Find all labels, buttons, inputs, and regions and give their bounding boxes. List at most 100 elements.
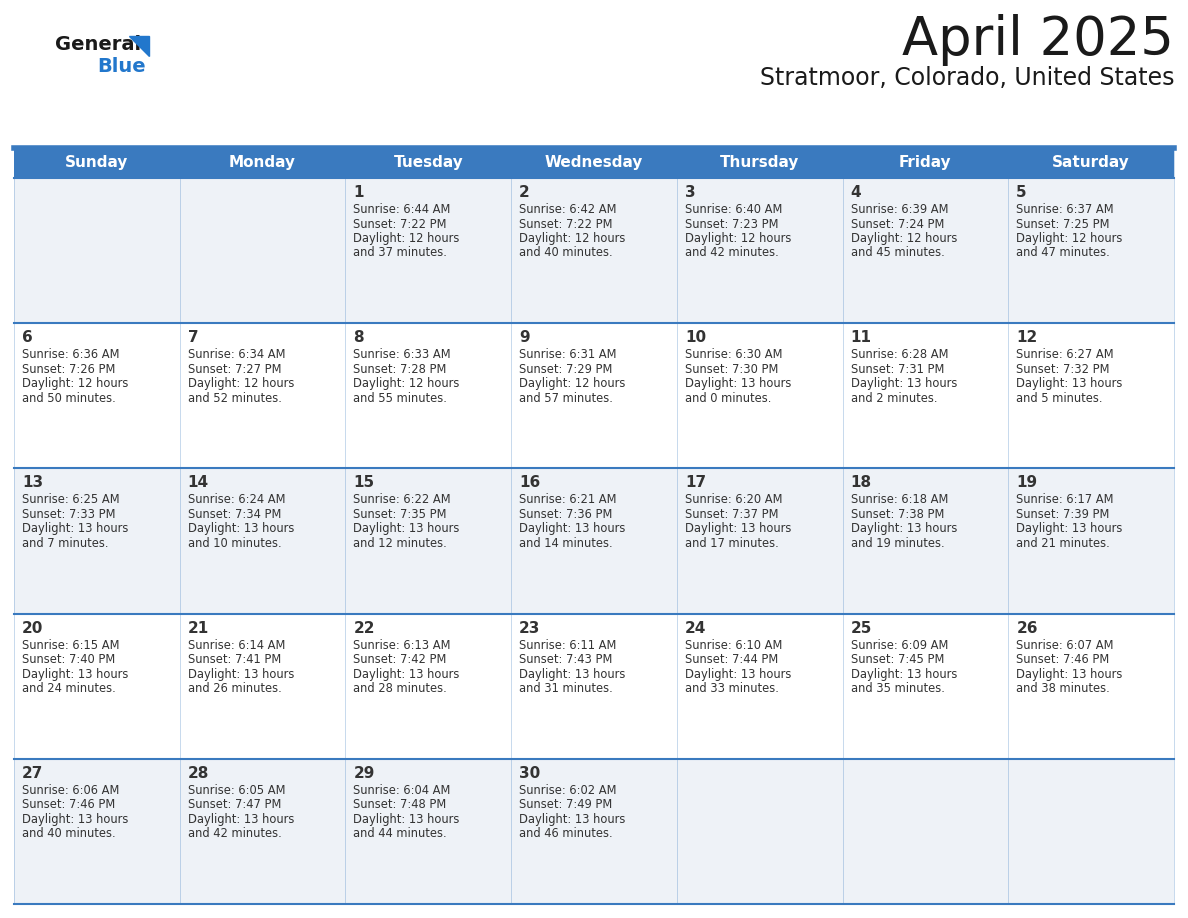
Text: Sunrise: 6:09 AM: Sunrise: 6:09 AM (851, 639, 948, 652)
Text: Sunrise: 6:10 AM: Sunrise: 6:10 AM (684, 639, 782, 652)
Text: 22: 22 (353, 621, 375, 635)
Text: Daylight: 13 hours: Daylight: 13 hours (353, 812, 460, 826)
Text: Sunset: 7:22 PM: Sunset: 7:22 PM (519, 218, 613, 230)
Text: 21: 21 (188, 621, 209, 635)
Text: 2: 2 (519, 185, 530, 200)
Text: and 52 minutes.: and 52 minutes. (188, 392, 282, 405)
Text: and 2 minutes.: and 2 minutes. (851, 392, 937, 405)
Text: Sunset: 7:41 PM: Sunset: 7:41 PM (188, 653, 282, 666)
Text: Sunrise: 6:13 AM: Sunrise: 6:13 AM (353, 639, 451, 652)
Text: and 40 minutes.: and 40 minutes. (519, 247, 613, 260)
Text: Sunrise: 6:28 AM: Sunrise: 6:28 AM (851, 348, 948, 361)
Bar (14, 613, 1174, 759)
Text: Sunset: 7:26 PM: Sunset: 7:26 PM (23, 363, 115, 375)
Text: Daylight: 12 hours: Daylight: 12 hours (851, 232, 958, 245)
Text: 18: 18 (851, 476, 872, 490)
Text: and 12 minutes.: and 12 minutes. (353, 537, 447, 550)
Text: and 21 minutes.: and 21 minutes. (1016, 537, 1110, 550)
Text: Sunset: 7:27 PM: Sunset: 7:27 PM (188, 363, 282, 375)
Text: Sunset: 7:29 PM: Sunset: 7:29 PM (519, 363, 613, 375)
Text: Sunset: 7:47 PM: Sunset: 7:47 PM (188, 799, 282, 812)
Text: and 42 minutes.: and 42 minutes. (684, 247, 778, 260)
Bar (14, 759, 1174, 904)
Text: Daylight: 12 hours: Daylight: 12 hours (1016, 232, 1123, 245)
Text: Daylight: 13 hours: Daylight: 13 hours (1016, 522, 1123, 535)
Text: Sunset: 7:44 PM: Sunset: 7:44 PM (684, 653, 778, 666)
Text: Sunrise: 6:42 AM: Sunrise: 6:42 AM (519, 203, 617, 216)
Text: April 2025: April 2025 (902, 14, 1174, 66)
Text: Sunset: 7:45 PM: Sunset: 7:45 PM (851, 653, 944, 666)
Text: 6: 6 (23, 330, 33, 345)
Text: and 45 minutes.: and 45 minutes. (851, 247, 944, 260)
Text: Sunset: 7:31 PM: Sunset: 7:31 PM (851, 363, 944, 375)
Text: Daylight: 13 hours: Daylight: 13 hours (188, 667, 295, 680)
Text: Thursday: Thursday (720, 155, 800, 171)
Text: Daylight: 13 hours: Daylight: 13 hours (1016, 377, 1123, 390)
Polygon shape (129, 36, 148, 56)
Text: Sunrise: 6:22 AM: Sunrise: 6:22 AM (353, 493, 451, 507)
Text: Sunrise: 6:31 AM: Sunrise: 6:31 AM (519, 348, 617, 361)
Text: and 33 minutes.: and 33 minutes. (684, 682, 778, 695)
Text: Sunday: Sunday (65, 155, 128, 171)
Text: Sunrise: 6:39 AM: Sunrise: 6:39 AM (851, 203, 948, 216)
Bar (14, 468, 1174, 613)
Text: 10: 10 (684, 330, 706, 345)
Text: Daylight: 13 hours: Daylight: 13 hours (188, 812, 295, 826)
Text: and 37 minutes.: and 37 minutes. (353, 247, 448, 260)
Text: Blue: Blue (97, 57, 146, 76)
Text: Sunset: 7:24 PM: Sunset: 7:24 PM (851, 218, 944, 230)
Text: and 47 minutes.: and 47 minutes. (1016, 247, 1110, 260)
Text: Sunrise: 6:33 AM: Sunrise: 6:33 AM (353, 348, 451, 361)
Text: and 0 minutes.: and 0 minutes. (684, 392, 771, 405)
Text: and 44 minutes.: and 44 minutes. (353, 827, 447, 840)
Text: Sunset: 7:35 PM: Sunset: 7:35 PM (353, 508, 447, 521)
Text: Sunrise: 6:25 AM: Sunrise: 6:25 AM (23, 493, 120, 507)
Text: 29: 29 (353, 766, 374, 781)
Text: and 24 minutes.: and 24 minutes. (23, 682, 115, 695)
Text: Sunrise: 6:27 AM: Sunrise: 6:27 AM (1016, 348, 1114, 361)
Text: and 31 minutes.: and 31 minutes. (519, 682, 613, 695)
Text: Sunrise: 6:05 AM: Sunrise: 6:05 AM (188, 784, 285, 797)
Text: Sunrise: 6:21 AM: Sunrise: 6:21 AM (519, 493, 617, 507)
Text: and 57 minutes.: and 57 minutes. (519, 392, 613, 405)
Text: and 26 minutes.: and 26 minutes. (188, 682, 282, 695)
Text: 12: 12 (1016, 330, 1037, 345)
Text: 8: 8 (353, 330, 364, 345)
Text: and 35 minutes.: and 35 minutes. (851, 682, 944, 695)
Text: Daylight: 12 hours: Daylight: 12 hours (23, 377, 128, 390)
Text: Daylight: 13 hours: Daylight: 13 hours (851, 522, 958, 535)
Text: 27: 27 (23, 766, 44, 781)
Text: and 5 minutes.: and 5 minutes. (1016, 392, 1102, 405)
Text: Sunset: 7:46 PM: Sunset: 7:46 PM (1016, 653, 1110, 666)
Text: Sunrise: 6:17 AM: Sunrise: 6:17 AM (1016, 493, 1114, 507)
Text: Sunrise: 6:24 AM: Sunrise: 6:24 AM (188, 493, 285, 507)
Text: Daylight: 13 hours: Daylight: 13 hours (23, 667, 128, 680)
Text: 13: 13 (23, 476, 43, 490)
Text: Daylight: 12 hours: Daylight: 12 hours (353, 377, 460, 390)
Text: Sunset: 7:32 PM: Sunset: 7:32 PM (1016, 363, 1110, 375)
Text: Sunset: 7:37 PM: Sunset: 7:37 PM (684, 508, 778, 521)
Text: Saturday: Saturday (1053, 155, 1130, 171)
Text: 16: 16 (519, 476, 541, 490)
Text: and 7 minutes.: and 7 minutes. (23, 537, 108, 550)
Text: and 38 minutes.: and 38 minutes. (1016, 682, 1110, 695)
Text: Sunset: 7:36 PM: Sunset: 7:36 PM (519, 508, 613, 521)
Text: 30: 30 (519, 766, 541, 781)
Text: Sunset: 7:34 PM: Sunset: 7:34 PM (188, 508, 282, 521)
Text: Daylight: 13 hours: Daylight: 13 hours (851, 377, 958, 390)
Text: Sunrise: 6:11 AM: Sunrise: 6:11 AM (519, 639, 617, 652)
Text: Daylight: 12 hours: Daylight: 12 hours (519, 377, 626, 390)
Text: and 17 minutes.: and 17 minutes. (684, 537, 778, 550)
Text: Wednesday: Wednesday (545, 155, 643, 171)
Text: Sunrise: 6:06 AM: Sunrise: 6:06 AM (23, 784, 119, 797)
Text: Sunset: 7:40 PM: Sunset: 7:40 PM (23, 653, 115, 666)
Text: Daylight: 13 hours: Daylight: 13 hours (1016, 667, 1123, 680)
Text: 26: 26 (1016, 621, 1038, 635)
Text: Daylight: 13 hours: Daylight: 13 hours (851, 667, 958, 680)
Text: 4: 4 (851, 185, 861, 200)
Text: Sunrise: 6:20 AM: Sunrise: 6:20 AM (684, 493, 783, 507)
Text: Sunrise: 6:14 AM: Sunrise: 6:14 AM (188, 639, 285, 652)
Text: and 10 minutes.: and 10 minutes. (188, 537, 282, 550)
Text: Sunrise: 6:40 AM: Sunrise: 6:40 AM (684, 203, 782, 216)
Text: Sunset: 7:49 PM: Sunset: 7:49 PM (519, 799, 612, 812)
